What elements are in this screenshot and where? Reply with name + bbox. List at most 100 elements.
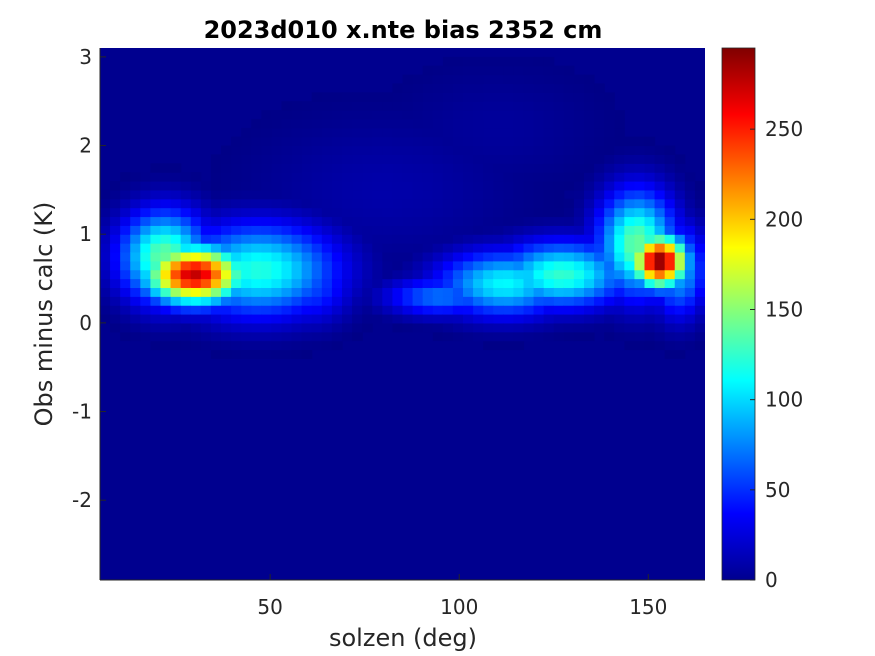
heatmap-cell: [352, 322, 363, 333]
heatmap-cell: [513, 314, 525, 324]
heatmap-cell: [342, 189, 353, 200]
heatmap-cell: [473, 189, 484, 200]
heatmap-cell: [463, 74, 474, 85]
heatmap-cell: [483, 340, 494, 351]
heatmap-cell: [654, 269, 666, 280]
heatmap-cell: [513, 278, 525, 288]
heatmap-cell: [100, 305, 111, 315]
heatmap-cell: [412, 74, 424, 85]
heatmap-cell: [160, 225, 172, 235]
heatmap-cell: [553, 101, 565, 111]
heatmap-cell: [604, 154, 615, 164]
heatmap-cell: [513, 322, 525, 333]
heatmap-cell: [110, 216, 121, 226]
heatmap-cell: [402, 251, 414, 262]
heatmap-cell: [654, 198, 666, 209]
heatmap-cell: [291, 154, 303, 164]
heatmap-cell: [674, 269, 686, 280]
heatmap-cell: [271, 189, 283, 200]
heatmap-cell: [180, 189, 192, 200]
heatmap-cell: [594, 322, 605, 333]
heatmap-cell: [331, 278, 343, 288]
heatmap-cell: [281, 260, 293, 271]
heatmap-cell: [493, 305, 504, 315]
heatmap-cell: [664, 216, 676, 226]
chart-title: 2023d010 x.nte bias 2352 cm: [204, 16, 603, 44]
heatmap-cell: [523, 118, 535, 129]
heatmap-cell: [372, 287, 383, 297]
heatmap-cell: [170, 234, 182, 244]
heatmap-cell: [382, 243, 394, 253]
heatmap-cell: [563, 305, 575, 315]
heatmap-cell: [392, 314, 404, 324]
heatmap-cell: [624, 331, 636, 342]
heatmap-cell: [261, 127, 273, 138]
heatmap-cell: [513, 110, 525, 120]
heatmap-cell: [271, 163, 283, 173]
heatmap-cell: [624, 198, 636, 209]
heatmap-cell: [573, 181, 585, 191]
heatmap-cell: [190, 296, 202, 306]
heatmap-cell: [392, 198, 404, 209]
heatmap-cell: [523, 234, 535, 244]
heatmap-cell: [110, 305, 121, 315]
heatmap-cell: [493, 92, 504, 102]
heatmap-cell: [422, 163, 434, 173]
heatmap-cell: [473, 314, 484, 324]
heatmap-cell: [110, 269, 121, 280]
heatmap-cell: [422, 136, 434, 147]
heatmap-cell: [110, 322, 121, 333]
heatmap-cell: [210, 260, 222, 271]
heatmap-cell: [372, 234, 383, 244]
heatmap-cell: [644, 216, 656, 226]
heatmap-cell: [684, 278, 696, 288]
heatmap-cell: [321, 251, 333, 262]
heatmap-cell: [452, 251, 464, 262]
heatmap-cell: [241, 189, 252, 200]
heatmap-cell: [573, 225, 585, 235]
heatmap-cell: [412, 92, 424, 102]
heatmap-cell: [261, 234, 273, 244]
heatmap-cell: [614, 278, 625, 288]
heatmap-cell: [483, 216, 494, 226]
heatmap-cell: [694, 251, 705, 262]
heatmap-cell: [654, 216, 666, 226]
heatmap-cell: [140, 331, 152, 342]
heatmap-cell: [342, 305, 353, 315]
heatmap-cell: [301, 198, 313, 209]
heatmap-cell: [432, 251, 444, 262]
heatmap-cell: [493, 243, 504, 253]
heatmap-cell: [694, 181, 705, 191]
heatmap-cell: [321, 163, 333, 173]
heatmap-cell: [594, 145, 605, 155]
heatmap-cell: [110, 314, 121, 324]
heatmap-cell: [160, 216, 172, 226]
heatmap-cell: [281, 145, 293, 155]
heatmap-cell: [432, 189, 444, 200]
heatmap-cell: [210, 154, 222, 164]
heatmap-cell: [392, 278, 404, 288]
heatmap-cell: [634, 198, 646, 209]
heatmap-cell: [231, 163, 242, 173]
heatmap-cell: [402, 314, 414, 324]
heatmap-cell: [231, 296, 242, 306]
heatmap-cell: [624, 145, 636, 155]
heatmap-cell: [624, 181, 636, 191]
heatmap-cell: [634, 287, 646, 297]
heatmap-cell: [452, 287, 464, 297]
heatmap-cell: [442, 296, 454, 306]
heatmap-cell: [301, 154, 313, 164]
heatmap-cell: [463, 110, 474, 120]
heatmap-cell: [331, 181, 343, 191]
heatmap-cell: [392, 305, 404, 315]
heatmap-cell: [291, 296, 303, 306]
heatmap-cell: [130, 243, 141, 253]
heatmap-cell: [241, 225, 252, 235]
heatmap-cell: [160, 322, 172, 333]
heatmap-cell: [311, 234, 323, 244]
heatmap-cell: [432, 83, 444, 93]
heatmap-cell: [674, 278, 686, 288]
heatmap-cell: [604, 145, 615, 155]
heatmap-cell: [503, 216, 515, 226]
heatmap-cell: [584, 296, 595, 306]
